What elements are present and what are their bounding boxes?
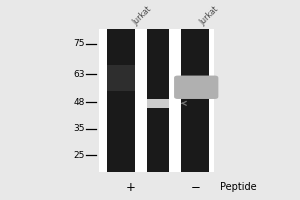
Bar: [107, 29, 135, 172]
Bar: [100, 29, 214, 172]
Text: 48: 48: [73, 98, 85, 107]
Text: 63: 63: [73, 70, 85, 79]
Text: −: −: [191, 181, 201, 194]
Text: +: +: [126, 181, 136, 194]
Bar: [169, 29, 172, 172]
Bar: [147, 29, 169, 172]
Text: Jurkat: Jurkat: [131, 5, 153, 27]
Bar: [181, 29, 209, 172]
Text: Jurkat: Jurkat: [198, 5, 220, 27]
Bar: [147, 99, 169, 108]
Bar: [135, 29, 147, 172]
Text: Peptide: Peptide: [220, 182, 256, 192]
Text: 35: 35: [73, 124, 85, 133]
Bar: [107, 65, 135, 91]
Text: 75: 75: [73, 39, 85, 48]
Text: 25: 25: [73, 151, 85, 160]
FancyBboxPatch shape: [174, 76, 218, 99]
